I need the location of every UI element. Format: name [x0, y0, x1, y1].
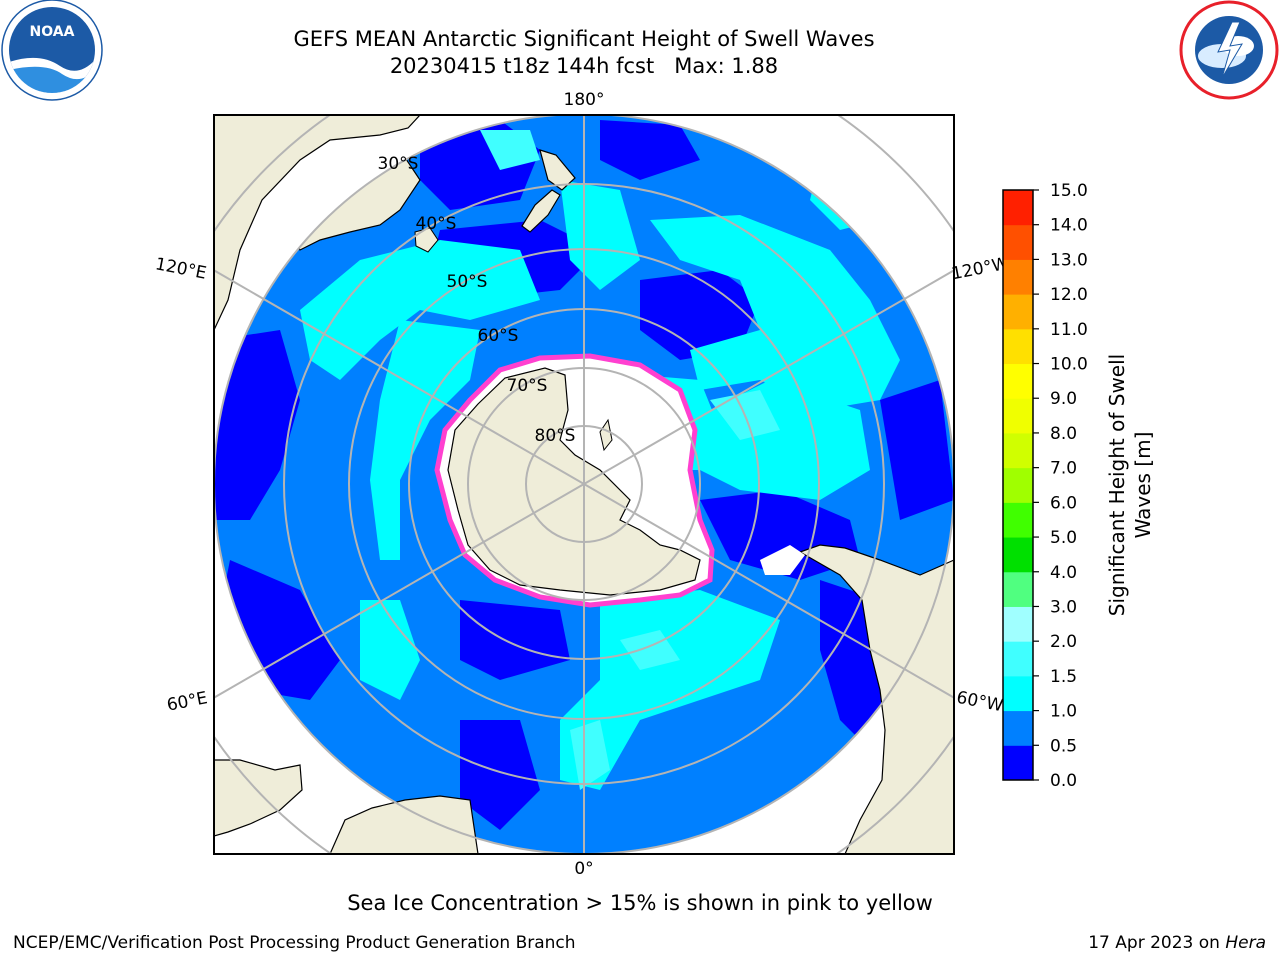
colorbar-tick-label: 0.0 [1050, 771, 1077, 791]
colorbar-tick-label: 2.0 [1050, 632, 1077, 652]
lat-label-70s: 70°S [507, 376, 548, 396]
colorbar-segment [1003, 398, 1033, 434]
footer-machine: Hera [1225, 933, 1266, 953]
colorbar-tick-label: 1.0 [1050, 702, 1077, 722]
colorbar-segment [1003, 537, 1033, 573]
lat-label-30s: 30°S [378, 154, 419, 174]
lon-label-60e: 60°E [165, 688, 209, 715]
colorbar-tick-label: 3.0 [1050, 597, 1077, 617]
colorbar-tick-label: 13.0 [1050, 250, 1088, 270]
colorbar-segment [1003, 467, 1033, 503]
colorbar-segment [1003, 710, 1033, 746]
sea-ice-note: Sea Ice Concentration > 15% is shown in … [347, 891, 933, 915]
colorbar-tick-label: 12.0 [1050, 285, 1088, 305]
lon-label-0: 0° [574, 859, 593, 879]
chart-title: GEFS MEAN Antarctic Significant Height o… [293, 27, 875, 51]
colorbar-segment [1003, 328, 1033, 365]
colorbar-segment [1003, 606, 1033, 642]
colorbar: 0.0 0.5 1.0 1.5 2.0 3.0 4.0 5.0 6.0 7.0 8.0 9.0 10.0… [1002, 181, 1088, 791]
colorbar-tick-label: 8.0 [1050, 424, 1077, 444]
lon-label-120e: 120°E [154, 254, 209, 283]
noaa-logo-text: NOAA [30, 24, 75, 40]
colorbar-tick-label: 15.0 [1050, 181, 1088, 201]
nws-logo [1179, 0, 1279, 100]
footer-date-text: 17 Apr 2023 on [1088, 933, 1226, 953]
colorbar-tick-label: 4.0 [1050, 563, 1077, 583]
colorbar-tick-label: 14.0 [1050, 216, 1088, 236]
colorbar-segment [1003, 675, 1033, 712]
antarctica [434, 353, 715, 608]
lat-label-60s: 60°S [478, 326, 519, 346]
colorbar-tick-label: 9.0 [1050, 389, 1077, 409]
colorbar-segment [1003, 190, 1033, 226]
colorbar-label: Significant Height of Swell Waves [m] [1104, 335, 1156, 635]
colorbar-segment [1003, 502, 1033, 538]
colorbar-tick-label: 0.5 [1050, 736, 1077, 756]
noaa-logo: NOAA [1, 0, 103, 101]
colorbar-label-line1: Significant Height of Swell [1105, 353, 1129, 617]
footer-date: 17 Apr 2023 on Hera [1088, 933, 1266, 953]
colorbar-tick-label: 6.0 [1050, 493, 1077, 513]
lon-label-60w: 60°W [955, 688, 1005, 717]
colorbar-tick-label: 10.0 [1050, 355, 1088, 375]
colorbar-segment [1003, 745, 1033, 781]
colorbar-tick-label: 5.0 [1050, 528, 1077, 548]
colorbar-label-line2: Waves [m] [1131, 431, 1155, 539]
colorbar-tick-label: 1.5 [1050, 667, 1077, 687]
lon-label-180: 180° [564, 90, 605, 110]
colorbar-segment [1003, 641, 1033, 677]
map-frame [213, 114, 955, 855]
colorbar-segment [1003, 224, 1033, 260]
footer-credit: NCEP/EMC/Verification Post Processing Pr… [13, 933, 576, 953]
colorbar-segment [1003, 432, 1033, 469]
colorbar-segment [1003, 259, 1033, 295]
graticule [214, 115, 954, 854]
colorbar-tick-label: 11.0 [1050, 320, 1088, 340]
lon-label-120w: 120°W [950, 254, 1011, 285]
lat-label-80s: 80°S [535, 426, 576, 446]
colorbar-segment [1003, 363, 1033, 399]
colorbar-segment [1003, 294, 1033, 330]
lat-label-40s: 40°S [416, 214, 457, 234]
lat-label-50s: 50°S [447, 272, 488, 292]
colorbar-segment [1003, 571, 1033, 607]
chart-subtitle: 20230415 t18z 144h fcst Max: 1.88 [389, 54, 779, 78]
colorbar-tick-label: 7.0 [1050, 459, 1077, 479]
colorbar-frame [1002, 189, 1034, 781]
